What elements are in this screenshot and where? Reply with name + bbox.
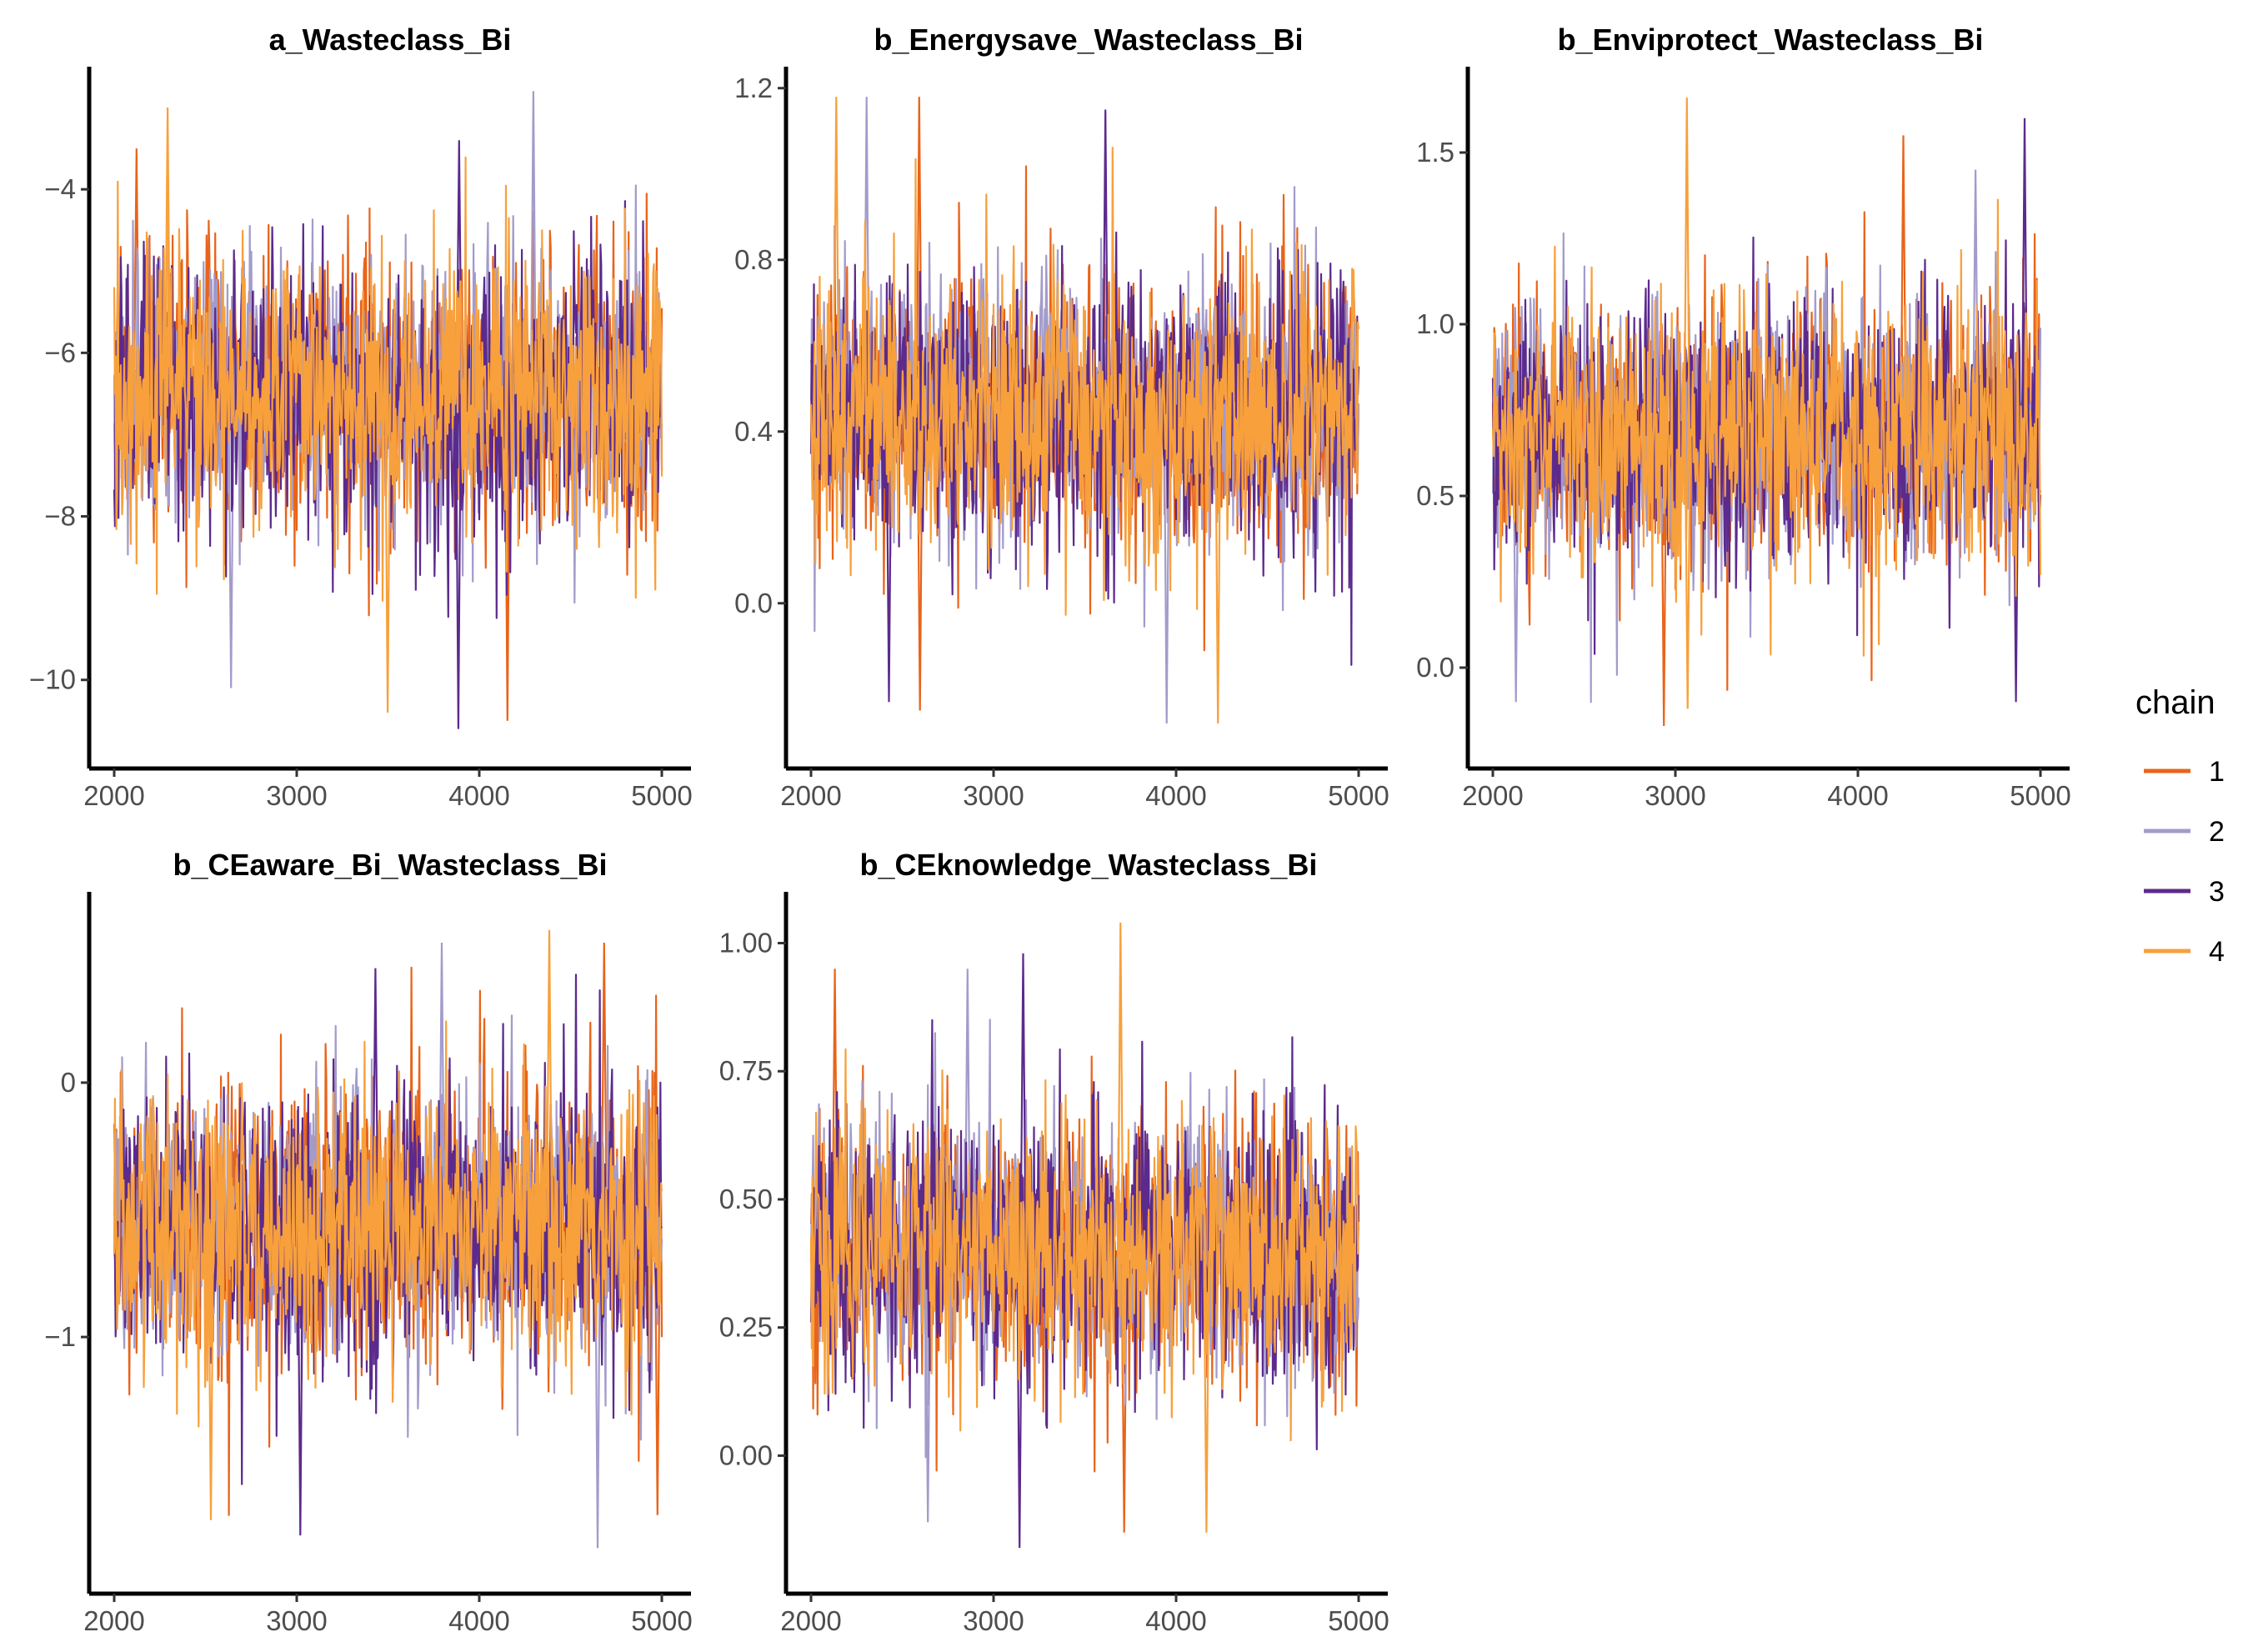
y-tick-label: 1.0 [1416, 308, 1454, 339]
trace-extreme-chain-4 [1683, 98, 1691, 709]
trace-chain-4 [1491, 198, 2042, 657]
y-tick-label: 1.00 [719, 927, 773, 958]
legend: chain 1 2 3 4 [2135, 684, 2225, 968]
trace-extreme-chain-4 [207, 929, 553, 1520]
trace-lines [113, 929, 663, 1549]
y-tick-label: 0.4 [734, 416, 773, 447]
x-tick-label: 5000 [631, 780, 692, 811]
y-tick-label: 1.5 [1416, 137, 1454, 168]
x-tick-label: 3000 [266, 780, 327, 811]
x-tick-label: 2000 [780, 780, 841, 811]
y-tick-label: 0 [61, 1067, 76, 1098]
x-tick-label: 4000 [1145, 1605, 1206, 1636]
trace-extreme-chain-4 [833, 97, 1222, 724]
trace-panel-5: b_CEknowledge_Wasteclass_Bi 0.00 0.25 0.50 0… [719, 848, 1389, 1636]
x-tick-label: 3000 [963, 780, 1024, 811]
x-tick-label: 2000 [83, 780, 144, 811]
trace-chain-4 [113, 156, 663, 602]
x-tick-label: 2000 [780, 1605, 841, 1636]
trace-extreme-chain-4 [1117, 922, 1210, 1533]
y-tick-label: −10 [29, 664, 76, 695]
y-tick-label: −4 [44, 173, 76, 204]
x-tick-label: 2000 [83, 1605, 144, 1636]
y-tick-label: 0.0 [734, 588, 773, 618]
panel-title: a_Wasteclass_Bi [269, 23, 512, 57]
trace-chain-4 [809, 147, 1360, 616]
trace-extreme-chain-1 [600, 942, 661, 1515]
legend-title: chain [2135, 684, 2215, 721]
x-tick-label: 4000 [448, 780, 509, 811]
legend-label-chain-4: 4 [2209, 936, 2225, 968]
trace-lines [113, 91, 663, 729]
y-tick-label: −6 [44, 337, 76, 368]
trace-chain-4 [113, 1020, 663, 1428]
panel-title: b_Enviprotect_Wasteclass_Bi [1558, 23, 1984, 57]
trace-panel-2: b_Energysave_Wasteclass_Bi 0.0 0.4 0.8 1.2 20… [734, 23, 1389, 811]
x-tick-label: 2000 [1462, 780, 1523, 811]
y-tick-label: −8 [44, 501, 76, 532]
x-tick-label: 4000 [448, 1605, 509, 1636]
x-tick-label: 5000 [2010, 780, 2070, 811]
y-tick-label: 0.75 [719, 1055, 773, 1086]
trace-lines [809, 922, 1360, 1549]
trace-chain-4 [809, 1048, 1360, 1442]
x-tick-label: 5000 [631, 1605, 692, 1636]
legend-label-chain-3: 3 [2209, 876, 2225, 908]
x-tick-label: 3000 [266, 1605, 327, 1636]
x-tick-label: 3000 [963, 1605, 1024, 1636]
x-tick-label: 3000 [1645, 780, 1705, 811]
trace-extreme-chain-4 [164, 107, 392, 713]
y-tick-label: −1 [44, 1321, 76, 1352]
trace-panel-1: a_Wasteclass_Bi −10 −8 −6 −4 2000 3000 4000 5000 [29, 23, 693, 811]
x-tick-label: 4000 [1827, 780, 1888, 811]
y-tick-label: 1.2 [734, 73, 773, 103]
panel-title: b_CEknowledge_Wasteclass_Bi [860, 848, 1318, 882]
legend-label-chain-1: 1 [2209, 756, 2225, 788]
y-tick-label: 0.0 [1416, 652, 1454, 683]
panel-title: b_Energysave_Wasteclass_Bi [874, 23, 1304, 57]
x-tick-label: 5000 [1328, 1605, 1389, 1636]
x-tick-label: 4000 [1145, 780, 1206, 811]
trace-panel-4: b_CEaware_Bi_Wasteclass_Bi −1 0 2000 3000 400… [44, 848, 692, 1636]
panel-title: b_CEaware_Bi_Wasteclass_Bi [173, 848, 608, 882]
trace-extreme-chain-3 [885, 109, 1109, 703]
trace-panel-3: b_Enviprotect_Wasteclass_Bi 0.0 0.5 1.0 1.5 2… [1416, 23, 2071, 811]
legend-label-chain-2: 2 [2209, 816, 2225, 848]
y-tick-label: 0.5 [1416, 480, 1454, 511]
y-tick-label: 0.50 [719, 1184, 773, 1214]
trace-lines [1491, 98, 2042, 727]
x-tick-label: 5000 [1328, 780, 1389, 811]
y-tick-label: 0.00 [719, 1439, 773, 1470]
y-tick-label: 0.25 [719, 1312, 773, 1343]
trace-lines [809, 97, 1360, 724]
y-tick-label: 0.8 [734, 244, 773, 275]
